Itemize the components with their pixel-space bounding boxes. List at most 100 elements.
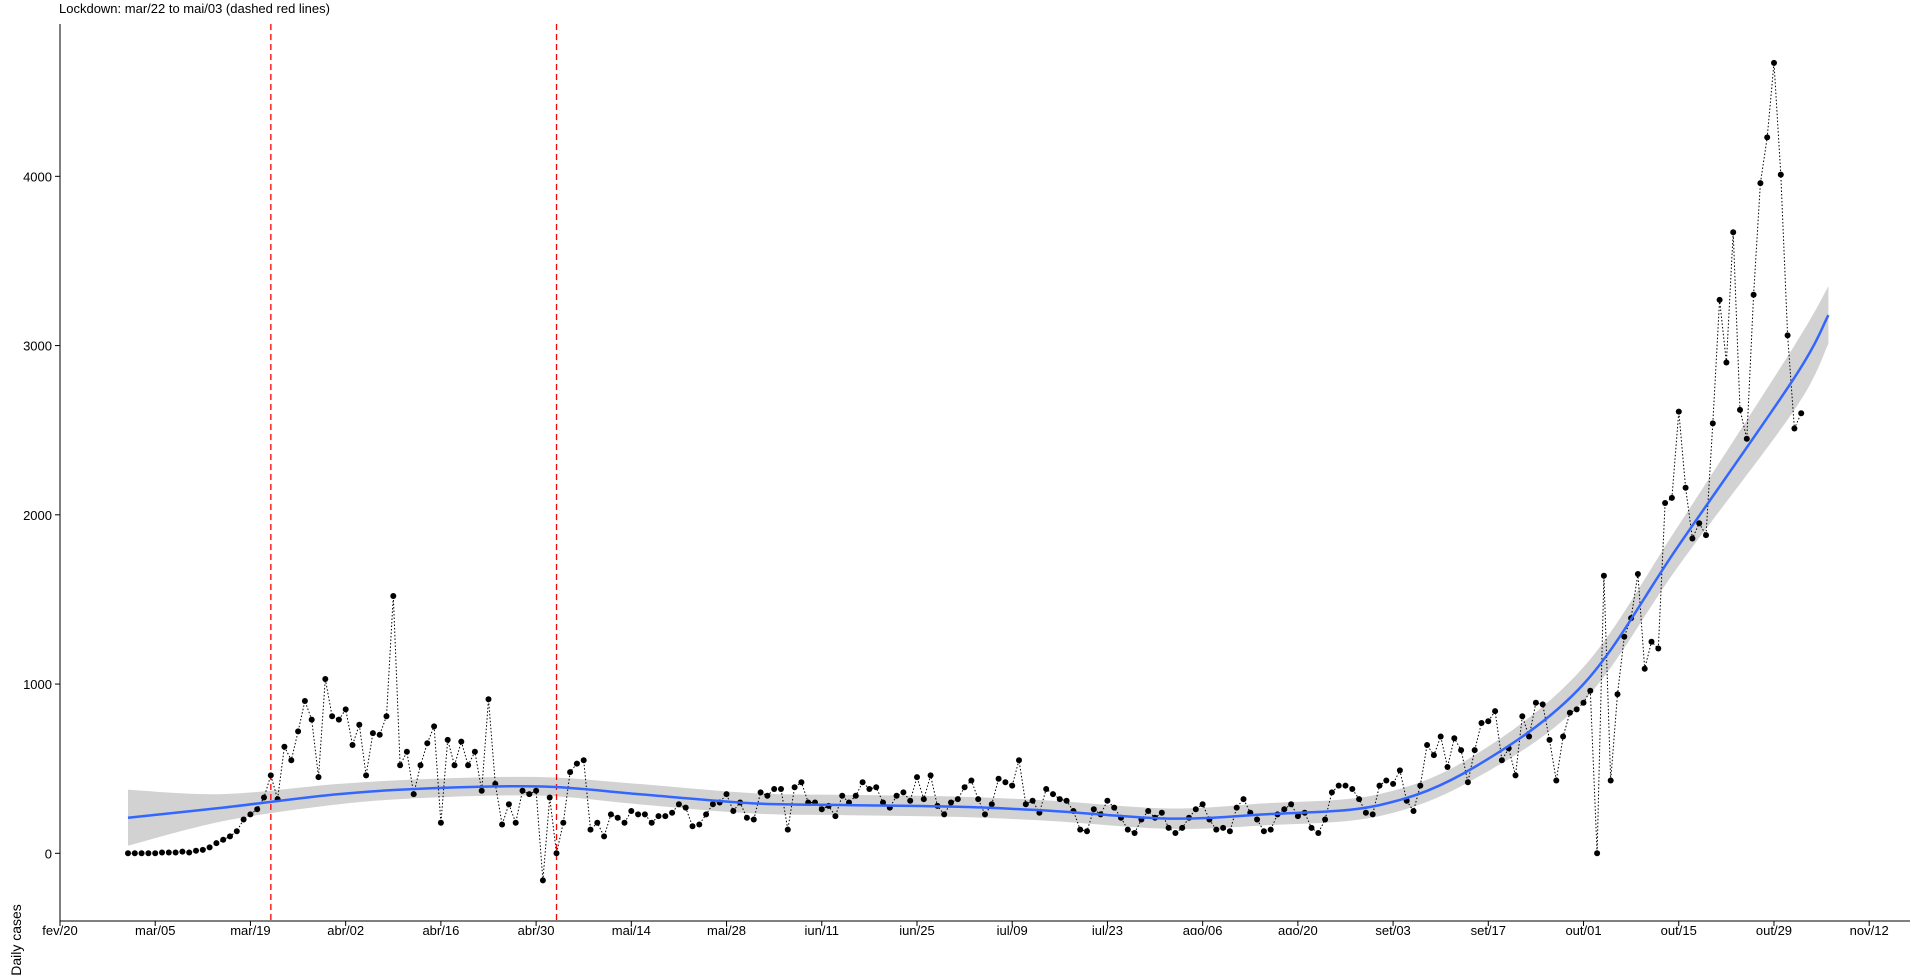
data-point [1498, 757, 1505, 764]
data-point [1213, 826, 1220, 833]
data-point [1050, 791, 1056, 798]
data-point [233, 828, 240, 835]
data-point [696, 821, 703, 828]
data-point [1002, 779, 1009, 786]
data-point [968, 777, 975, 784]
data-point [621, 819, 628, 826]
points-layer [125, 59, 1805, 884]
data-point [662, 813, 669, 820]
data-point [995, 775, 1002, 782]
x-tick-label: fev/20 [42, 923, 77, 935]
data-point [1410, 808, 1417, 814]
data-point [832, 813, 839, 820]
data-point [982, 811, 988, 818]
data-point [1288, 801, 1295, 808]
data-point [750, 816, 757, 823]
data-point [1764, 134, 1771, 141]
data-point [1383, 777, 1390, 784]
data-point [1328, 789, 1335, 796]
x-tick-label: nov/12 [1850, 923, 1889, 935]
data-point [1464, 779, 1471, 786]
data-point [199, 846, 206, 853]
data-point [880, 799, 886, 806]
data-point [1723, 359, 1730, 366]
data-point [363, 772, 370, 779]
data-point [206, 844, 213, 851]
data-point [1553, 777, 1560, 784]
data-point [1077, 826, 1084, 833]
data-point [1587, 687, 1594, 694]
data-point [1716, 296, 1723, 303]
chart-svg: 0 1000 2000 3000 4000 fev/20 mar/05 mar/19 abr/0… [23, 24, 1910, 935]
data-point [1281, 806, 1288, 813]
data-point [914, 774, 920, 781]
data-point [573, 760, 580, 767]
data-point [703, 811, 710, 818]
data-point [1546, 736, 1553, 743]
data-point [975, 796, 982, 803]
data-point [1165, 824, 1172, 831]
data-point [560, 819, 567, 826]
data-point [1784, 332, 1791, 339]
se-ribbon-layer [128, 286, 1829, 846]
data-point [1308, 824, 1315, 831]
data-point [125, 850, 131, 857]
data-point [648, 819, 655, 826]
data-point [1580, 699, 1587, 706]
data-point [431, 723, 438, 730]
data-point [1131, 830, 1138, 836]
data-point [1689, 535, 1696, 542]
data-point [1322, 816, 1329, 823]
smooth-layer [127, 314, 1830, 820]
data-point [1315, 830, 1322, 836]
data-point [499, 821, 506, 828]
data-point [261, 794, 267, 801]
data-point [1417, 782, 1424, 789]
data-point [1158, 809, 1165, 816]
data-point [1737, 406, 1743, 413]
data-point [1771, 59, 1777, 66]
data-point [213, 840, 220, 847]
connector-line [128, 62, 1802, 881]
data-point [1532, 699, 1539, 706]
data-point [988, 801, 995, 808]
x-tick-label: abr/02 [327, 923, 364, 935]
data-point [512, 819, 519, 826]
data-point [295, 728, 302, 735]
data-point [1356, 796, 1363, 803]
data-point [458, 738, 465, 745]
data-point [1199, 801, 1206, 808]
y-tick-label: 1000 [23, 677, 52, 692]
x-tick-label: ago/20 [1278, 923, 1318, 935]
data-point [900, 789, 907, 796]
data-point [1063, 797, 1070, 804]
data-point [1730, 229, 1737, 236]
data-point [1192, 806, 1199, 813]
data-point [227, 833, 233, 840]
data-point [730, 808, 737, 814]
data-point [342, 706, 349, 713]
y-tick-label: 2000 [23, 508, 52, 523]
data-point [893, 792, 900, 799]
data-point [138, 850, 145, 857]
data-point [546, 794, 553, 801]
data-point [165, 849, 172, 856]
data-point [478, 787, 485, 794]
data-point [1090, 806, 1097, 813]
data-point [1451, 735, 1458, 742]
data-point [852, 792, 859, 799]
data-point [941, 811, 948, 818]
data-point [308, 716, 315, 723]
data-point [675, 801, 682, 808]
data-point [1519, 713, 1526, 720]
data-point [145, 850, 152, 857]
data-point [771, 786, 778, 792]
data-point [186, 849, 193, 856]
data-point [778, 786, 784, 792]
data-point [1342, 782, 1349, 789]
data-point [784, 826, 791, 833]
data-point [1294, 813, 1301, 820]
data-point [1009, 782, 1016, 789]
x-tick-label: jul/09 [996, 923, 1028, 935]
data-point [335, 716, 342, 723]
